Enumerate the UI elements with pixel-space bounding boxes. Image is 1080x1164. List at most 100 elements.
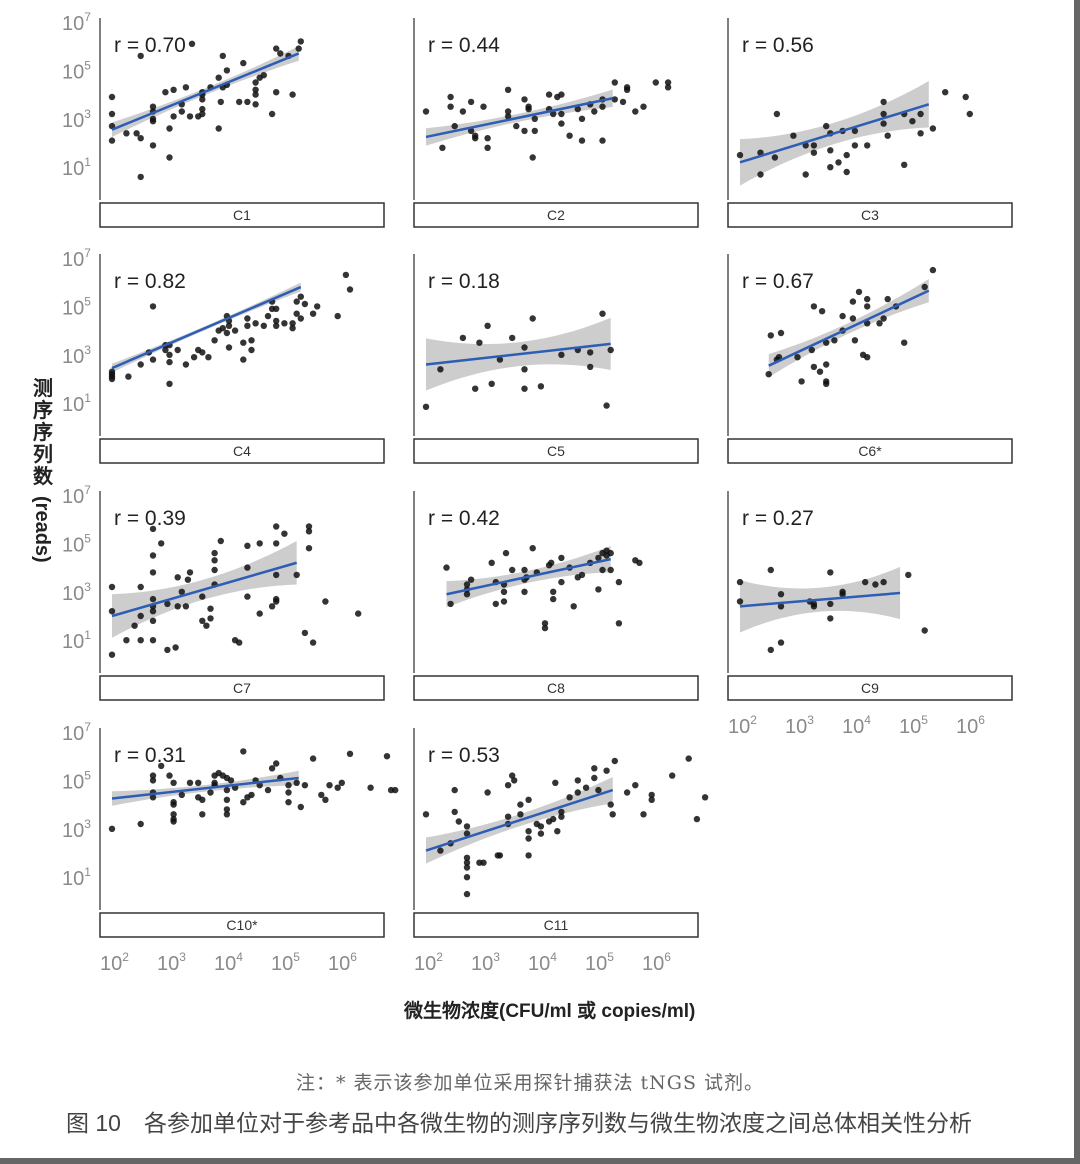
data-point: [648, 791, 655, 799]
data-point: [199, 617, 206, 624]
data-point: [839, 312, 846, 320]
data-point: [599, 566, 606, 574]
data-point: [901, 339, 908, 346]
data-point: [615, 620, 623, 627]
data-point: [305, 523, 313, 530]
x-tick-label: 102: [100, 950, 129, 975]
data-point: [383, 753, 391, 760]
x-tick-label: 102: [414, 950, 443, 975]
data-point: [463, 830, 471, 837]
data-point: [864, 295, 871, 303]
data-point: [587, 349, 594, 356]
data-point: [367, 784, 374, 791]
data-point: [164, 600, 171, 608]
data-point: [558, 813, 565, 820]
x-tick-label: 105: [899, 713, 928, 738]
data-point: [599, 103, 606, 110]
data-point: [281, 320, 288, 327]
data-point: [480, 103, 487, 110]
data-point: [880, 98, 887, 106]
data-point: [827, 164, 834, 171]
data-point: [174, 346, 181, 354]
data-point: [166, 358, 173, 366]
data-point: [260, 322, 267, 329]
data-point: [531, 127, 538, 135]
data-point: [297, 293, 304, 300]
y-tick-label: 105: [62, 294, 91, 319]
data-point: [295, 45, 302, 52]
data-point: [693, 815, 701, 823]
y-tick-label: 101: [62, 391, 91, 416]
data-point: [236, 98, 243, 106]
r-value-label: r = 0.82: [114, 270, 186, 293]
facet-strip: [413, 912, 699, 938]
data-point: [199, 593, 206, 600]
data-point: [472, 135, 479, 142]
r-value-label: r = 0.44: [428, 34, 500, 57]
data-point: [137, 135, 144, 142]
data-point: [166, 380, 173, 387]
data-point: [550, 588, 557, 595]
data-point: [137, 612, 144, 620]
data-point: [463, 874, 471, 881]
data-point: [591, 765, 598, 772]
data-point: [252, 86, 259, 94]
data-point: [338, 779, 345, 786]
data-point: [301, 300, 309, 308]
y-tick-label: 103: [62, 580, 91, 605]
data-point: [162, 346, 169, 354]
data-point: [607, 346, 614, 354]
data-point: [346, 286, 354, 293]
data-point: [851, 127, 859, 135]
data-point: [525, 835, 532, 842]
data-point: [777, 639, 785, 646]
data-point: [802, 171, 809, 178]
regression-line: [425, 97, 613, 139]
data-point: [480, 859, 487, 866]
data-point: [149, 142, 157, 149]
data-point: [880, 120, 887, 127]
data-point: [273, 45, 280, 52]
data-point: [190, 354, 198, 361]
data-point: [862, 578, 869, 586]
data-point: [137, 820, 144, 828]
data-point: [170, 86, 177, 94]
data-point: [488, 559, 495, 566]
data-point: [521, 588, 528, 595]
data-point: [149, 356, 157, 363]
data-point: [835, 159, 842, 166]
data-point: [517, 811, 524, 818]
data-point: [188, 40, 196, 47]
regression-line: [111, 52, 300, 131]
data-point: [849, 315, 857, 322]
data-point: [929, 125, 937, 132]
x-tick-label: 103: [471, 950, 500, 975]
data-point: [342, 271, 350, 279]
data-point: [463, 823, 471, 830]
data-point: [137, 173, 144, 181]
data-point: [810, 603, 818, 610]
data-point: [170, 818, 177, 825]
data-point: [880, 315, 887, 322]
data-point: [843, 168, 850, 176]
data-point: [268, 110, 276, 118]
data-point: [521, 385, 528, 392]
data-point: [149, 794, 157, 801]
data-point: [855, 288, 863, 296]
data-point: [443, 564, 450, 571]
data-point: [123, 130, 130, 137]
data-point: [240, 356, 247, 363]
data-point: [301, 629, 309, 637]
figure-caption: 图 10 各参加单位对于参考品中各微生物的测序序列数与微生物浓度之间总体相关性分…: [66, 1110, 972, 1136]
data-point: [603, 767, 610, 774]
data-point: [293, 310, 300, 317]
data-point: [248, 791, 255, 799]
data-point: [905, 571, 912, 579]
data-point: [884, 132, 891, 139]
data-point: [334, 784, 341, 791]
data-point: [182, 603, 190, 610]
data-point: [256, 540, 263, 547]
data-point: [570, 603, 577, 610]
data-point: [767, 332, 774, 339]
data-point: [199, 105, 206, 113]
